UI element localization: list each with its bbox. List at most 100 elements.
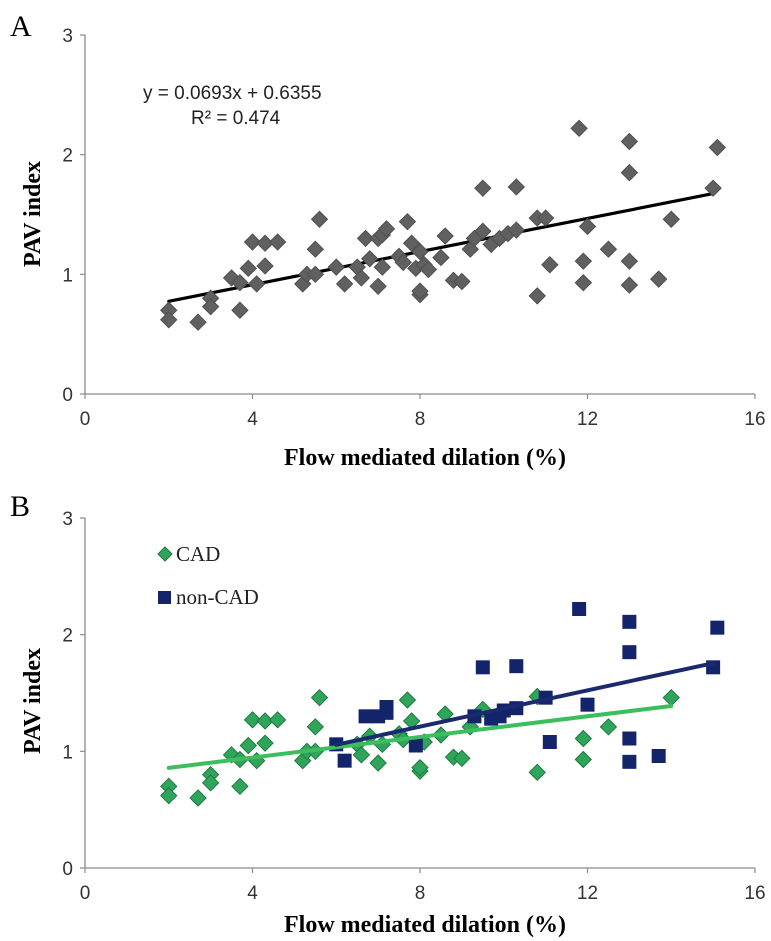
legend-non-cad-marker [158, 591, 171, 604]
data-point-non-cad [542, 735, 557, 749]
panel-a-x-tick-label: 0 [80, 409, 91, 430]
data-point [201, 297, 220, 316]
data-point [536, 209, 555, 227]
data-point-non-cad [358, 709, 373, 724]
data-point [231, 274, 249, 292]
panel-b-y-tick-label: 3 [62, 509, 73, 530]
data-point [436, 227, 454, 245]
data-point [243, 233, 262, 251]
data-point [335, 275, 354, 293]
panel-a-y-tick-label: 3 [62, 26, 73, 47]
data-point [402, 234, 421, 252]
data-point [574, 252, 593, 270]
data-point [453, 272, 471, 291]
data-point [474, 222, 492, 240]
data-point-cad [574, 729, 593, 748]
panel-b-x-tick-label: 8 [415, 883, 426, 904]
data-point-non-cad [408, 738, 423, 753]
data-point [222, 269, 241, 287]
data-point-cad [369, 754, 387, 772]
legend-non-cad-label: non-CAD [176, 585, 259, 609]
panel-a-x-tick-label: 12 [577, 409, 598, 430]
data-point [432, 248, 450, 267]
data-point-cad [256, 734, 274, 752]
data-point-non-cad [710, 620, 725, 635]
data-point [306, 265, 325, 284]
panel-a-points [160, 119, 727, 331]
panel-b-x-tick-label: 0 [80, 883, 91, 904]
panel-b-letter: B [10, 490, 30, 523]
data-point [268, 233, 287, 251]
panel-a-y-axis-title: PAV index [20, 161, 46, 267]
data-point [306, 240, 325, 258]
data-point-non-cad [651, 749, 666, 763]
data-point [620, 276, 639, 294]
trendline-cad [166, 703, 674, 770]
panel-b-x-tick-label: 16 [744, 883, 765, 904]
panel-b-y-tick-label: 2 [62, 626, 73, 647]
data-point-cad [398, 691, 417, 709]
data-point [461, 240, 479, 258]
data-point-cad [310, 688, 329, 707]
data-point-cad [352, 746, 371, 764]
data-point-non-cad [475, 660, 490, 675]
data-point-non-cad [572, 602, 587, 616]
data-point-cad [306, 718, 325, 736]
panel-a-x-tick-label: 4 [247, 409, 258, 430]
data-point [411, 282, 429, 300]
data-point [160, 311, 178, 329]
trendline-non-cad [334, 661, 716, 747]
data-point [361, 250, 379, 268]
data-point-cad [574, 750, 593, 769]
data-point [398, 212, 417, 231]
panel-b-y-tick-label: 0 [62, 859, 73, 880]
panel-b-x-tick-label: 4 [247, 883, 258, 904]
panel-a-x-axis-title: Flow mediated dilation (%) [284, 445, 566, 471]
data-point [620, 163, 639, 182]
data-point-cad [373, 735, 392, 754]
data-point [528, 287, 546, 305]
data-point-non-cad [509, 659, 524, 674]
data-point-cad [453, 749, 471, 768]
data-point-non-cad [580, 697, 595, 712]
data-point [620, 132, 639, 151]
panel-a-y-tick-label: 0 [62, 385, 73, 406]
panel-b-trendlines [166, 661, 716, 770]
panel-b-y-tick-label: 1 [62, 742, 73, 763]
data-point [704, 179, 722, 197]
data-point-non-cad [622, 754, 637, 769]
data-point [256, 257, 274, 275]
data-point [411, 242, 429, 261]
panel-a-x-tick-label: 8 [415, 409, 426, 430]
panel-a-x-tick-label: 16 [744, 409, 765, 430]
panel-b-x-tick-label: 12 [577, 883, 598, 904]
data-point [231, 301, 249, 319]
data-point [574, 274, 593, 292]
data-point [649, 270, 668, 288]
data-point [507, 178, 526, 196]
data-point-cad [662, 688, 680, 707]
data-point [620, 252, 639, 270]
data-point-cad [268, 711, 287, 729]
panel-a-y-tick-label: 2 [62, 146, 73, 167]
data-point-non-cad [622, 645, 637, 660]
data-point-cad [201, 774, 220, 792]
data-point-cad [411, 758, 429, 777]
panel-b-y-axis-title: PAV index [20, 648, 46, 754]
data-point [356, 229, 375, 248]
data-point-cad [231, 777, 249, 796]
data-point-cad [160, 786, 178, 805]
data-point-cad [243, 711, 262, 729]
data-point-cad [528, 763, 546, 782]
data-point-cad [189, 789, 207, 807]
data-point-non-cad [622, 614, 637, 629]
data-point [394, 253, 412, 272]
legend-cad-marker [157, 546, 173, 562]
data-point [373, 258, 392, 276]
data-point [189, 313, 207, 331]
panel-b-x-axis-title: Flow mediated dilation (%) [284, 912, 566, 938]
